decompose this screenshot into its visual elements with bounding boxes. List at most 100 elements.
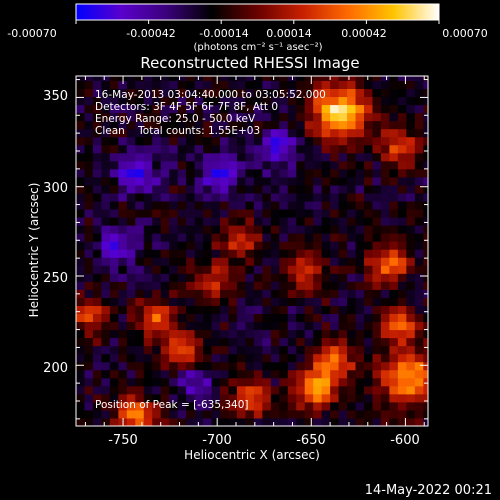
heatmap-cell xyxy=(186,176,196,186)
heatmap-cell xyxy=(109,192,119,202)
heatmap-cell xyxy=(389,225,399,234)
heatmap-cell xyxy=(287,241,297,250)
heatmap-cell xyxy=(313,76,323,81)
heatmap-cell xyxy=(92,88,102,98)
heatmap-cell xyxy=(228,353,238,363)
heatmap-cell xyxy=(152,321,162,331)
heatmap-cell xyxy=(380,321,390,331)
heatmap-cell xyxy=(101,201,111,210)
heatmap-cell xyxy=(126,128,136,138)
heatmap-cell xyxy=(423,369,428,379)
heatmap-cell xyxy=(109,136,119,146)
heatmap-cell xyxy=(253,241,263,250)
heatmap-cell xyxy=(397,377,407,387)
heatmap-cell xyxy=(186,184,196,194)
heatmap-cell xyxy=(347,417,357,426)
heatmap-cell xyxy=(160,321,170,331)
heatmap-cell xyxy=(380,281,390,290)
heatmap-cell xyxy=(101,184,111,194)
heatmap-cell xyxy=(236,393,246,403)
heatmap-cell xyxy=(321,393,331,403)
heatmap-cell xyxy=(380,160,390,170)
heatmap-cell xyxy=(194,96,204,106)
heatmap-cell xyxy=(109,184,119,194)
heatmap-cell xyxy=(220,176,229,186)
heatmap-cell xyxy=(203,329,213,339)
heatmap-cell xyxy=(304,401,314,411)
heatmap-cell xyxy=(186,217,196,226)
heatmap-cell xyxy=(321,401,331,411)
heatmap-cell xyxy=(245,144,255,154)
heatmap-cell xyxy=(372,144,382,154)
heatmap-cell xyxy=(194,192,204,202)
colorbar-tick-label: -0.00014 xyxy=(199,27,248,40)
heatmap-cell xyxy=(338,369,348,379)
heatmap-cell xyxy=(236,329,246,339)
heatmap-cell xyxy=(321,112,331,122)
heatmap-cell xyxy=(220,297,229,306)
heatmap-cell xyxy=(220,120,229,130)
heatmap-cell xyxy=(177,168,187,178)
heatmap-cell xyxy=(109,160,119,170)
heatmap-cell xyxy=(389,393,399,403)
heatmap-cell xyxy=(220,144,229,154)
heatmap-cell xyxy=(152,313,162,323)
heatmap-cell xyxy=(355,249,365,258)
heatmap-cell xyxy=(372,401,382,411)
heatmap-cell xyxy=(152,88,162,98)
heatmap-cell xyxy=(364,120,373,130)
heatmap-cell xyxy=(330,209,340,218)
heatmap-cell xyxy=(160,353,170,363)
heatmap-cell xyxy=(296,257,306,266)
heatmap-cell xyxy=(169,249,179,258)
heatmap-cell xyxy=(347,313,357,323)
heatmap-cell xyxy=(84,417,94,426)
heatmap-cell xyxy=(304,120,314,130)
heatmap-cell xyxy=(236,377,246,387)
heatmap-cell xyxy=(304,353,314,363)
heatmap-cell xyxy=(143,104,153,114)
heatmap-cell xyxy=(92,289,102,298)
heatmap-cell xyxy=(236,297,246,306)
heatmap-cell xyxy=(270,168,280,178)
heatmap-cell xyxy=(347,233,357,242)
heatmap-cell xyxy=(143,160,153,170)
heatmap-cell xyxy=(423,217,428,226)
heatmap-cell xyxy=(389,329,399,339)
heatmap-cell xyxy=(143,241,153,250)
heatmap-cell xyxy=(313,353,323,363)
heatmap-cell xyxy=(355,88,365,98)
heatmap-cell xyxy=(101,281,111,290)
heatmap-cell xyxy=(186,120,196,130)
heatmap-cell xyxy=(338,241,348,250)
heatmap-cell xyxy=(236,76,246,81)
heatmap-cell xyxy=(135,184,145,194)
heatmap-cell xyxy=(76,209,85,218)
heatmap-cell xyxy=(203,152,213,162)
heatmap-cell xyxy=(236,225,246,234)
heatmap-cell xyxy=(287,337,297,347)
heatmap-cell xyxy=(152,329,162,339)
heatmap-cell xyxy=(194,104,204,114)
heatmap-cell xyxy=(262,281,272,290)
heatmap-cell xyxy=(364,385,373,395)
heatmap-cell xyxy=(126,184,136,194)
heatmap-cell xyxy=(304,361,314,371)
heatmap-cell xyxy=(389,76,399,81)
heatmap-cell xyxy=(338,209,348,218)
heatmap-cell xyxy=(253,168,263,178)
heatmap-cell xyxy=(414,321,424,331)
heatmap-cell xyxy=(135,337,145,347)
heatmap-cell xyxy=(364,257,373,266)
heatmap-cell xyxy=(347,369,357,379)
heatmap-cell xyxy=(253,377,263,387)
heatmap-cell xyxy=(135,76,145,81)
heatmap-cell xyxy=(313,345,323,355)
heatmap-cell xyxy=(364,136,373,146)
heatmap-cell xyxy=(372,281,382,290)
heatmap-cell xyxy=(169,377,179,387)
heatmap-cell xyxy=(84,120,94,130)
y-tick-label: 350 xyxy=(43,89,68,104)
heatmap-cell xyxy=(211,136,221,146)
heatmap-cell xyxy=(84,393,94,403)
